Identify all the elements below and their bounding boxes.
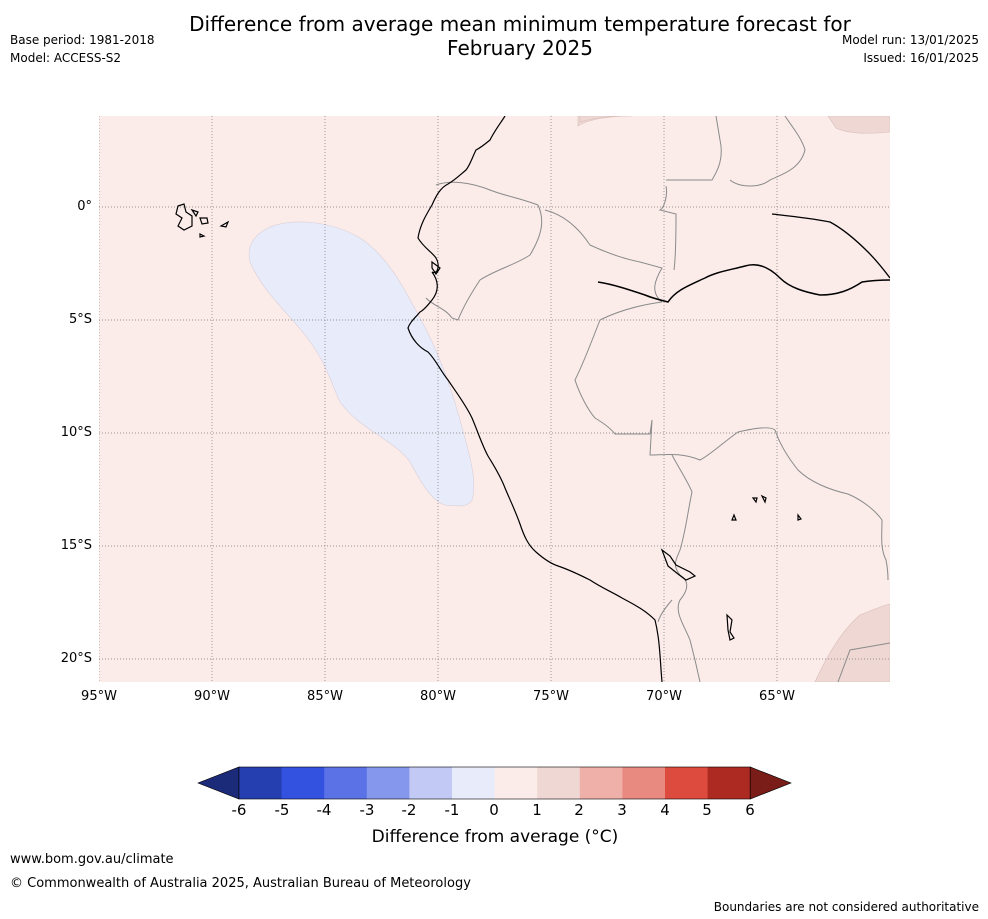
colombia-venezuela-border xyxy=(658,185,677,271)
isabela-island xyxy=(175,203,193,231)
lon-label-85w: 85°W xyxy=(307,689,343,704)
gulf-guayaquil xyxy=(431,260,441,276)
base-period: Base period: 1981-2018 xyxy=(10,33,155,47)
colorbar-segment xyxy=(707,767,751,799)
santa-cruz-island xyxy=(199,217,209,225)
cbar-tick-3: 3 xyxy=(617,801,627,819)
small-lake-3 xyxy=(731,513,737,521)
colorbar-segment xyxy=(239,767,283,799)
issued-date: Issued: 16/01/2025 xyxy=(863,51,979,65)
footer-copyright: © Commonwealth of Australia 2025, Austra… xyxy=(10,876,471,891)
cbar-tick-m4: -4 xyxy=(316,801,332,819)
peru-bolivia-border xyxy=(671,454,701,682)
small-lake-2 xyxy=(760,494,767,504)
galapagos-islands xyxy=(175,203,802,641)
footer-url: www.bom.gov.au/climate xyxy=(10,852,174,867)
colombia-east-border xyxy=(666,116,722,181)
metadata-left: Base period: 1981-2018 Model: ACCESS-S2 xyxy=(10,31,155,67)
colombia-peru-brazil-border xyxy=(544,209,663,303)
lon-label-75w: 75°W xyxy=(533,689,569,704)
cbar-tick-m6: -6 xyxy=(231,801,247,819)
colorbar-segment xyxy=(452,767,496,799)
bolivia-paraguay-border xyxy=(837,642,890,682)
map-background xyxy=(99,116,890,682)
cbar-tick-4: 4 xyxy=(660,801,670,819)
colorbar-extend-low xyxy=(197,766,240,800)
colorbar-segment xyxy=(366,767,410,799)
lat-label-5s: 5°S xyxy=(68,312,92,327)
warm-anomaly-top xyxy=(577,116,633,127)
colorbar-segment xyxy=(622,767,666,799)
coastlines xyxy=(407,116,890,682)
cbar-tick-1: 1 xyxy=(532,801,542,819)
cbar-tick-m2: -2 xyxy=(401,801,417,819)
chile-bolivia-border xyxy=(657,599,673,623)
title-line-2: February 2025 xyxy=(447,36,593,60)
colorbar-segment xyxy=(324,767,368,799)
colorbar-segment xyxy=(665,767,709,799)
pacific-coastline xyxy=(407,116,663,682)
lat-label-20s: 20°S xyxy=(60,651,92,666)
graticule xyxy=(99,116,890,682)
colorbar-frame xyxy=(238,766,751,800)
colorbar-extend-high xyxy=(749,766,792,800)
footer-disclaimer: Boundaries are not considered authoritat… xyxy=(713,900,979,914)
lon-label-70w: 70°W xyxy=(646,689,682,704)
colorbar xyxy=(197,766,792,800)
small-island xyxy=(199,233,206,238)
colorbar-segment xyxy=(281,767,325,799)
colorbar-segment xyxy=(537,767,581,799)
small-lake xyxy=(751,497,758,504)
lat-label-10s: 10°S xyxy=(60,425,92,440)
cool-anomaly-region xyxy=(248,221,475,507)
colorbar-segment xyxy=(409,767,453,799)
small-lake-4 xyxy=(797,513,802,521)
lat-label-0: 0° xyxy=(77,199,92,214)
lon-label-90w: 90°W xyxy=(194,689,230,704)
lon-label-95w: 95°W xyxy=(81,689,117,704)
lake-poopo xyxy=(726,613,735,641)
model-run: Model run: 13/01/2025 xyxy=(841,33,979,47)
peru-brazil-border xyxy=(574,301,889,581)
cbar-tick-6: 6 xyxy=(745,801,755,819)
model-name: Model: ACCESS-S2 xyxy=(10,51,122,65)
cbar-tick-m3: -3 xyxy=(359,801,375,819)
warm-anomaly-northeast xyxy=(827,116,890,134)
santiago-island xyxy=(190,208,199,218)
lon-label-65w: 65°W xyxy=(759,689,795,704)
amazon-river xyxy=(597,264,890,303)
country-borders xyxy=(425,116,890,682)
map-title: Difference from average mean minimum tem… xyxy=(150,12,890,60)
colorbar-segment xyxy=(579,767,623,799)
cbar-tick-5: 5 xyxy=(702,801,712,819)
cbar-tick-m1: -1 xyxy=(444,801,460,819)
colorbar-title: Difference from average (°C) xyxy=(371,827,619,847)
warm-anomaly-southeast xyxy=(814,603,890,682)
lake-titicaca xyxy=(660,548,697,581)
venezuela-brazil-border xyxy=(729,116,806,187)
metadata-right: Model run: 13/01/2025 Issued: 16/01/2025 xyxy=(842,31,979,67)
lon-label-80w: 80°W xyxy=(420,689,456,704)
rio-negro xyxy=(771,213,890,279)
lat-label-15s: 15°S xyxy=(60,538,92,553)
cbar-tick-2: 2 xyxy=(574,801,584,819)
colorbar-segment xyxy=(494,767,538,799)
san-cristobal-island xyxy=(219,220,230,228)
title-line-1: Difference from average mean minimum tem… xyxy=(189,12,851,36)
ecuador-peru-border xyxy=(425,204,543,321)
cbar-tick-0: 0 xyxy=(489,801,499,819)
cbar-tick-m5: -5 xyxy=(274,801,290,819)
